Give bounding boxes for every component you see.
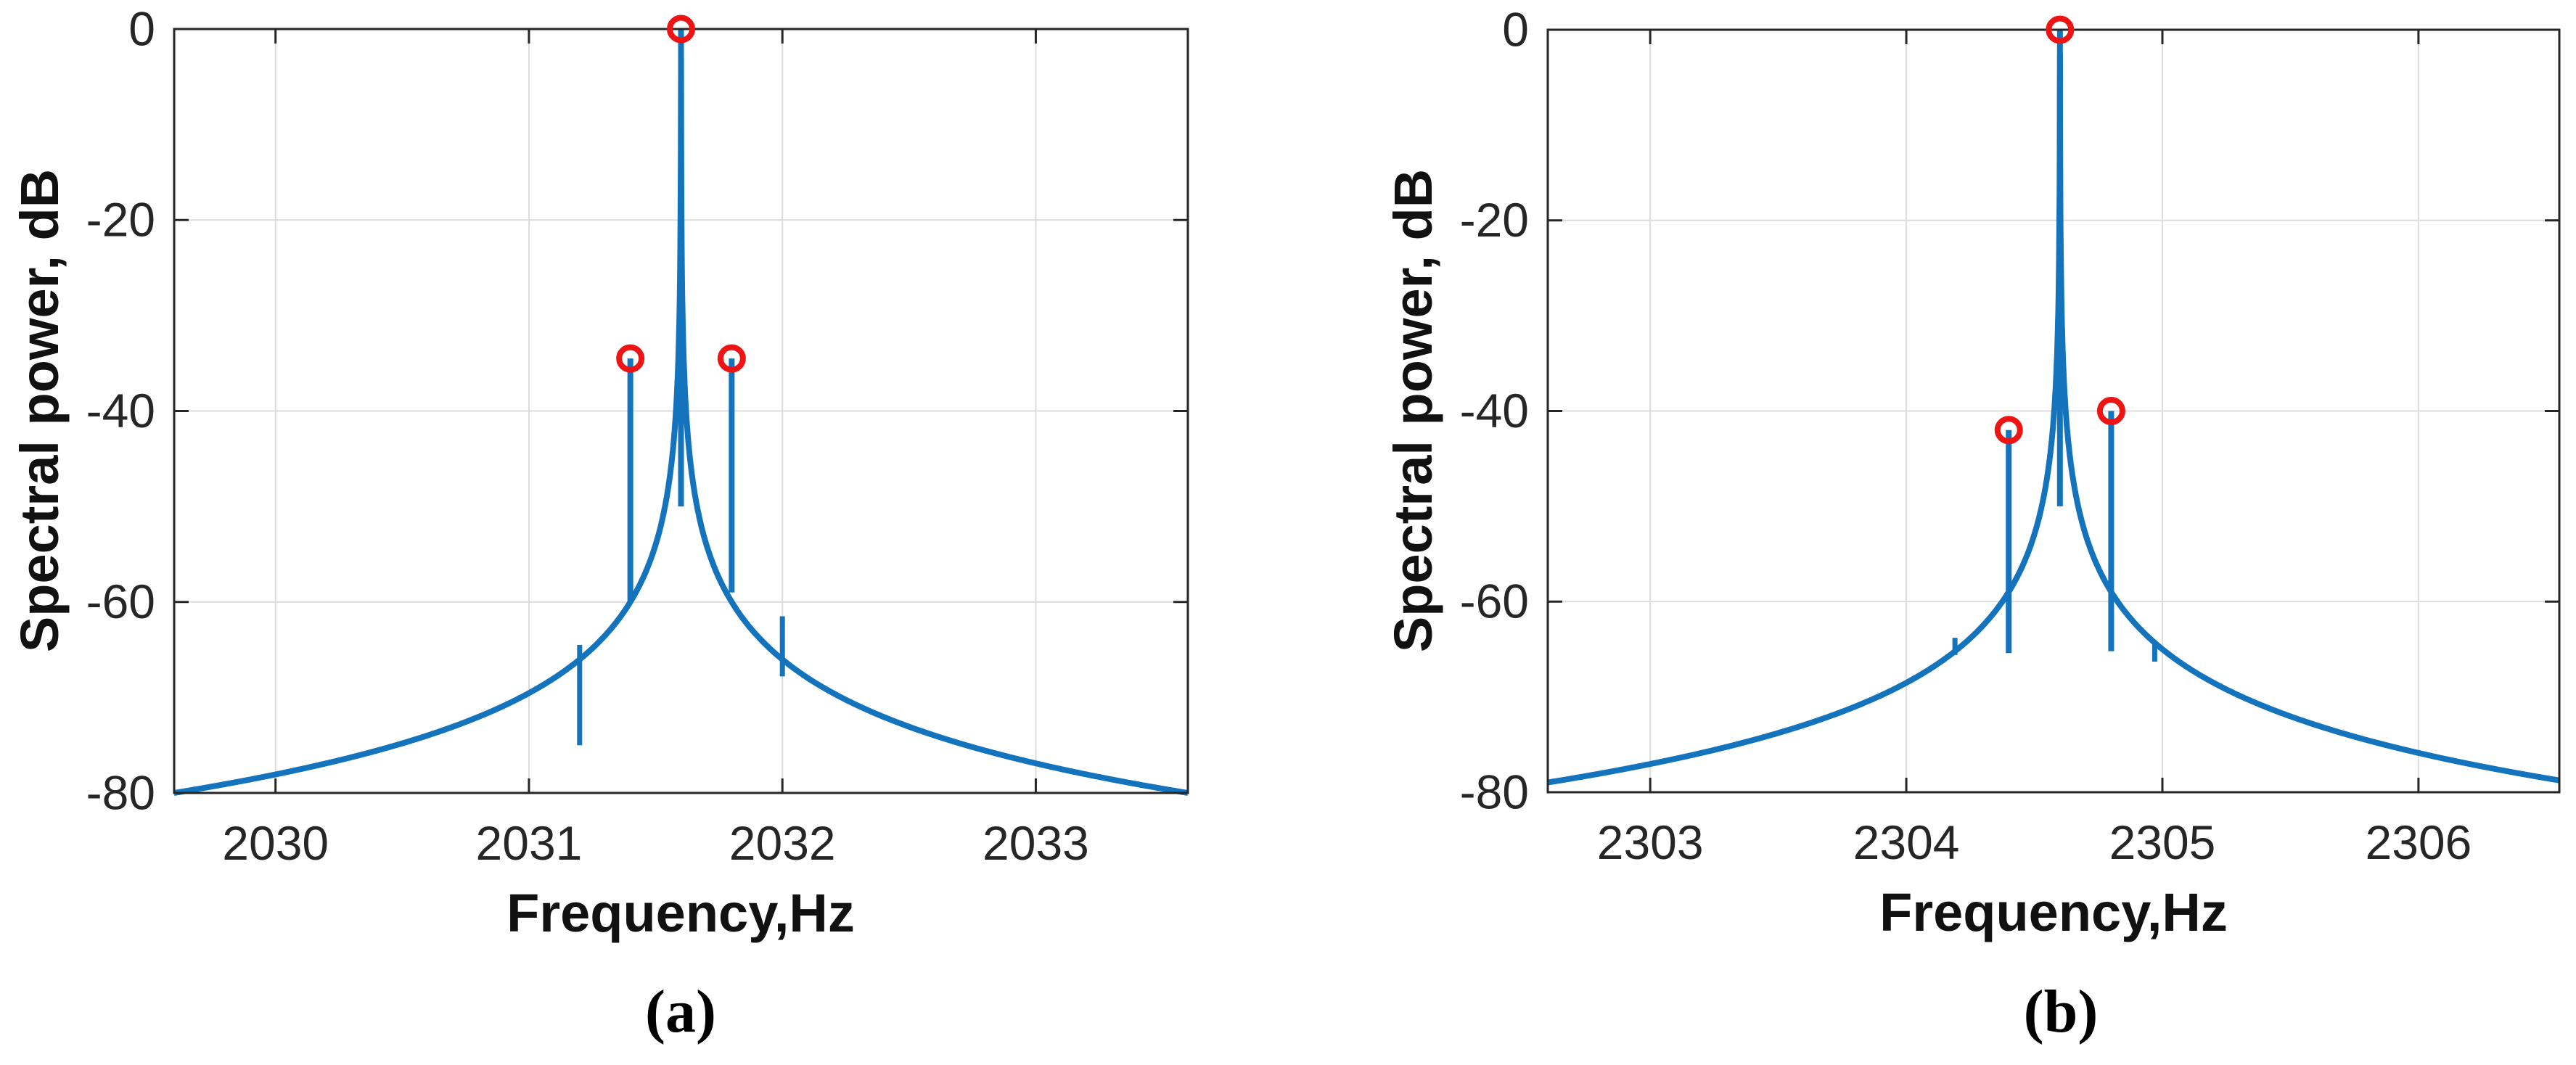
peak-marker-circle xyxy=(2046,15,2075,44)
panel-a: 2030 2031 2032 2033 0 -20 -40 -60 -80 Frequency,… xyxy=(9,1,1190,1045)
panel-b-plot-area: 2303 2304 2305 2306 0 -20 -40 -60 -80 xyxy=(1460,2,2562,869)
y-tick-label: -60 xyxy=(86,575,155,628)
peak-marker-circle xyxy=(667,15,695,44)
y-tick-label: 0 xyxy=(1502,2,1529,56)
x-tick-label: 2033 xyxy=(983,816,1089,870)
y-tick-label: -60 xyxy=(1460,575,1529,628)
y-tick-label: -80 xyxy=(1460,765,1529,818)
y-tick-label: -20 xyxy=(1460,193,1529,247)
x-tick-label: 2305 xyxy=(2109,815,2216,869)
y-tick-label: -40 xyxy=(86,384,155,437)
spectrum-envelope-line xyxy=(1546,51,2562,786)
peak-marker-circle xyxy=(1994,416,2023,445)
x-tick-label: 2031 xyxy=(476,816,583,870)
panel-b: 2303 2304 2305 2306 0 -20 -40 -60 -80 Frequency,… xyxy=(1383,2,2562,1045)
peak-marker-circle xyxy=(616,344,645,373)
x-tick-label: 2032 xyxy=(729,816,836,870)
x-tick-label: 2304 xyxy=(1853,815,1960,869)
peak-marker-circle xyxy=(717,344,746,373)
y-tick-label: -40 xyxy=(1460,384,1529,437)
x-axis-label-a: Frequency,Hz xyxy=(506,883,855,943)
x-tick-label: 2303 xyxy=(1597,815,1704,869)
y-axis-label-b: Spectral power, dB xyxy=(1383,169,1443,652)
x-tick-label: 2030 xyxy=(222,816,329,870)
caption-a: (a) xyxy=(645,978,716,1045)
peak-marker-circle xyxy=(2096,397,2125,425)
caption-b: (b) xyxy=(2024,978,2099,1045)
panel-a-plot-area: 2030 2031 2032 2033 0 -20 -40 -60 -80 xyxy=(86,1,1190,870)
x-axis-label-b: Frequency,Hz xyxy=(1879,882,2228,942)
y-tick-label: 0 xyxy=(128,1,155,55)
y-tick-label: -20 xyxy=(86,193,155,247)
x-tick-label: 2306 xyxy=(2365,815,2472,869)
y-tick-label: -80 xyxy=(86,765,155,819)
y-axis-label-a: Spectral power, dB xyxy=(9,169,70,652)
